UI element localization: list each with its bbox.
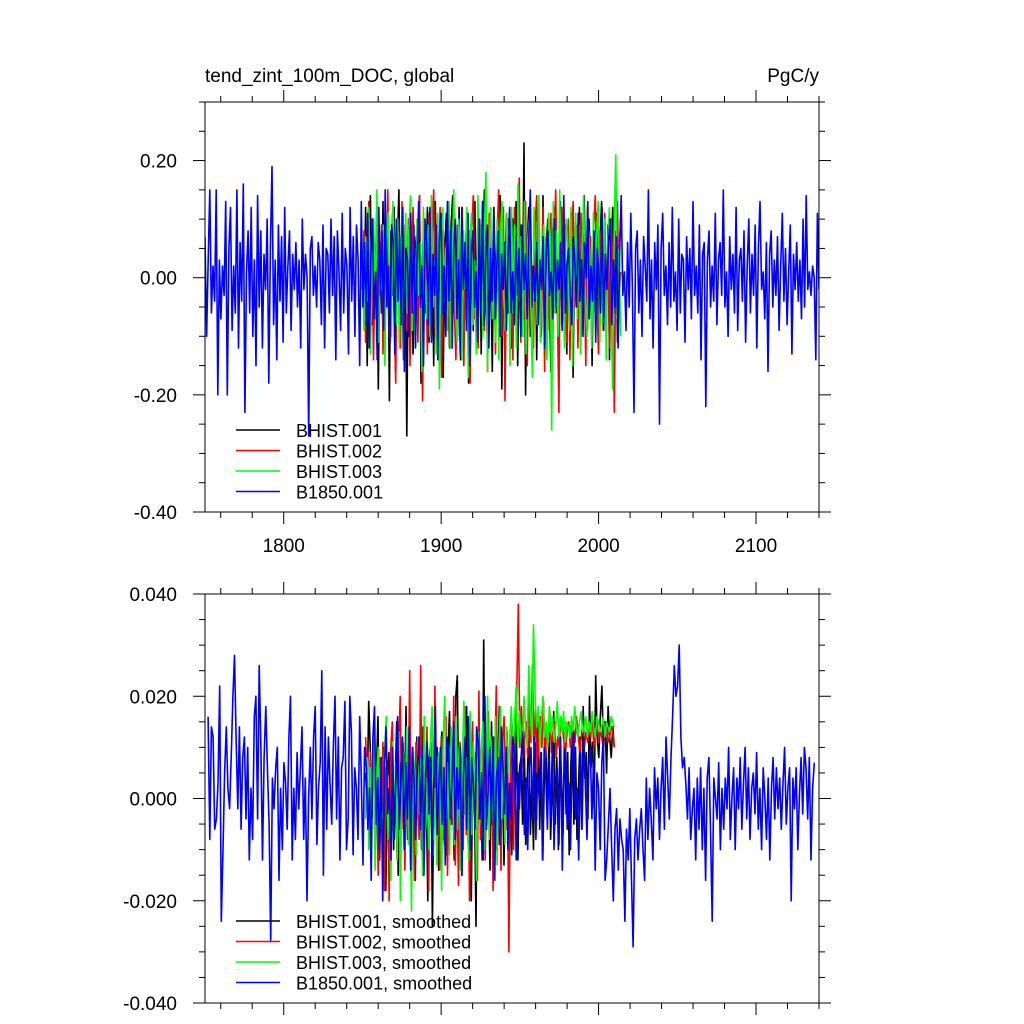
y-tick-label: 0.20 bbox=[140, 152, 177, 173]
legend-label: BHIST.002, smoothed bbox=[296, 933, 471, 953]
top-panel-units: PgC/y bbox=[767, 66, 819, 87]
top-series-group bbox=[205, 142, 819, 437]
bottom-axes: -0.040 -0.020 0.000 0.020 0.040 bbox=[123, 582, 831, 1015]
legend-label: BHIST.003, smoothed bbox=[296, 953, 471, 973]
x-tick-label: 1900 bbox=[420, 536, 462, 557]
top-panel: tend_zint_100m_DOC, global PgC/y 1800 190… bbox=[134, 66, 831, 557]
legend-label: BHIST.001, smoothed bbox=[296, 912, 471, 932]
x-tick-label: 1800 bbox=[263, 536, 305, 557]
y-tick-label: -0.40 bbox=[134, 503, 177, 524]
bottom-series-group bbox=[207, 603, 816, 953]
y-tick-label: 0.020 bbox=[129, 687, 177, 708]
x-tick-label: 2000 bbox=[577, 536, 619, 557]
legend-label: BHIST.003 bbox=[296, 462, 382, 482]
series-line-4 bbox=[207, 644, 816, 948]
y-tick-label: -0.20 bbox=[134, 386, 177, 407]
top-panel-title: tend_zint_100m_DOC, global bbox=[205, 66, 454, 87]
y-tick-label: -0.020 bbox=[123, 892, 177, 913]
bottom-panel: -0.040 -0.020 0.000 0.020 0.040 BHIST.001, s… bbox=[123, 582, 831, 1015]
legend-label: B1850.001 bbox=[296, 483, 383, 503]
x-tick-label: 2100 bbox=[735, 536, 777, 557]
legend-label: B1850.001, smoothed bbox=[296, 974, 472, 994]
y-tick-label: -0.040 bbox=[123, 994, 177, 1015]
y-tick-label: 0.00 bbox=[140, 269, 177, 290]
y-tick-label: 0.000 bbox=[129, 790, 177, 811]
legend-label: BHIST.001 bbox=[296, 421, 382, 441]
series-line-4 bbox=[205, 165, 819, 437]
legend-label: BHIST.002 bbox=[296, 442, 382, 462]
y-tick-label: 0.040 bbox=[129, 585, 177, 606]
top-axes: 1800 1900 2000 2100 -0.40 -0.20 0.00 0.20 bbox=[134, 90, 831, 557]
